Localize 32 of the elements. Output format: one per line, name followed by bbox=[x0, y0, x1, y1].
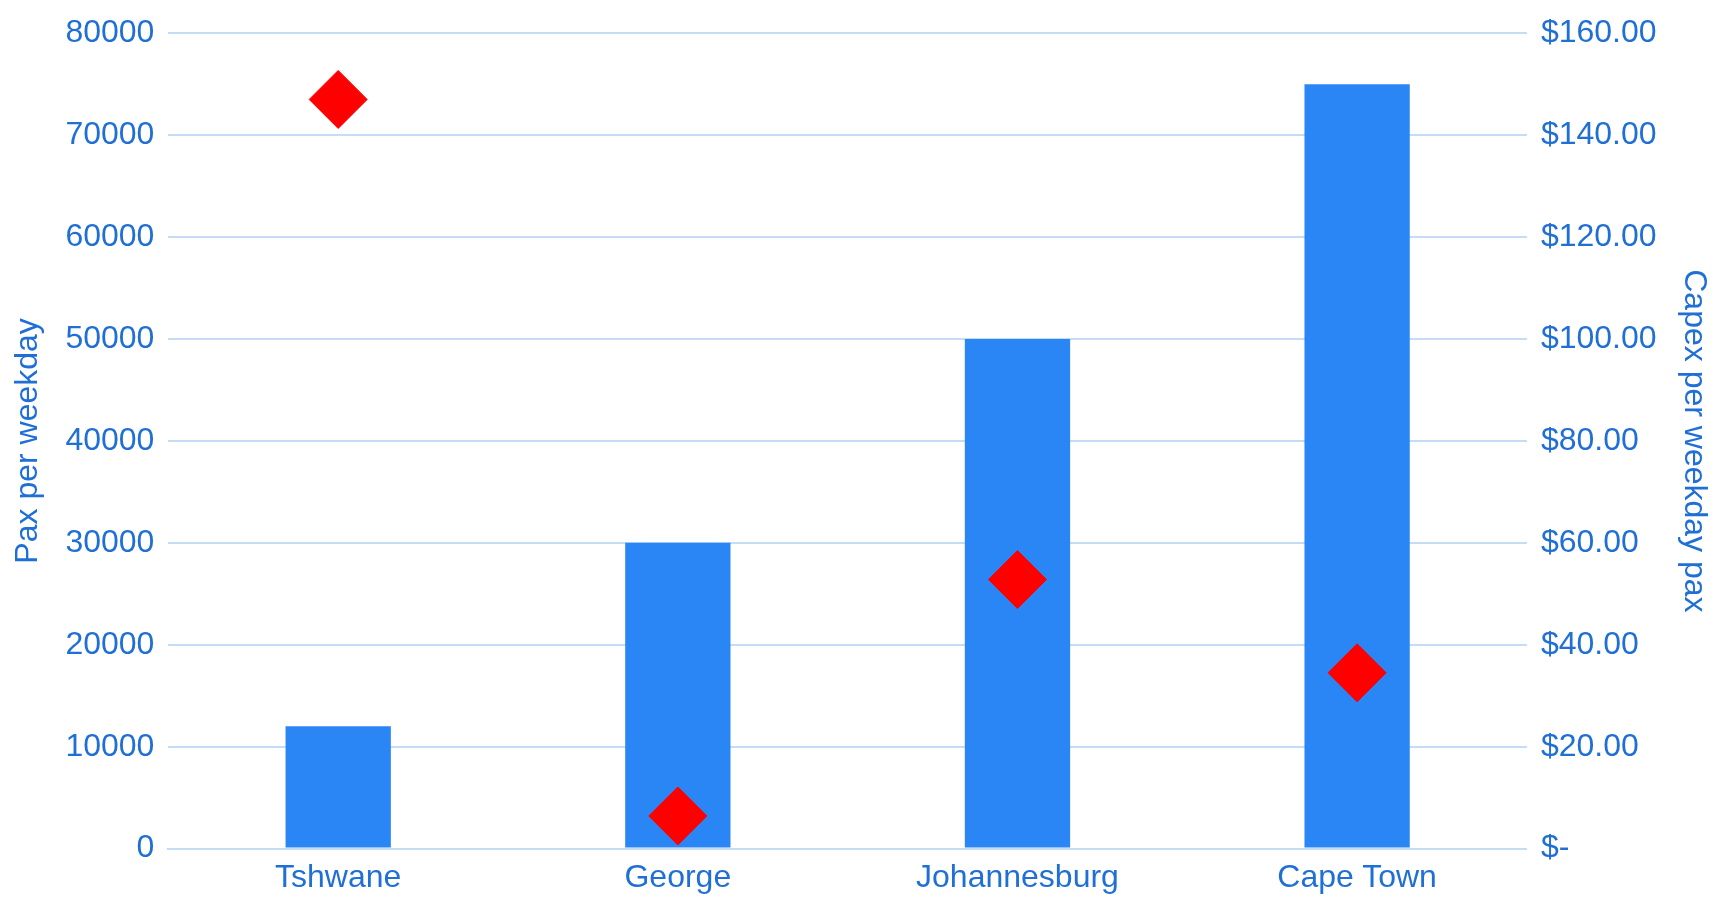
x-tick-label: Johannesburg bbox=[916, 857, 1119, 894]
y2-tick-label: $80.00 bbox=[1540, 420, 1639, 457]
y2-tick-label: $120.00 bbox=[1540, 216, 1657, 253]
bar bbox=[1304, 84, 1410, 848]
y2-tick-label: $40.00 bbox=[1540, 624, 1639, 661]
y-axis-title: Pax per weekday bbox=[8, 318, 45, 564]
y-tick-label: 20000 bbox=[65, 624, 155, 661]
bar bbox=[625, 542, 731, 848]
y2-tick-label: $20.00 bbox=[1540, 726, 1639, 763]
y-tick-label: 0 bbox=[136, 828, 155, 865]
bar bbox=[964, 338, 1071, 848]
y2-tick-label: $160.00 bbox=[1540, 13, 1657, 50]
y-tick-label: 70000 bbox=[65, 114, 155, 151]
y2-tick-label: $100.00 bbox=[1540, 318, 1657, 355]
x-tick-label: Tshwane bbox=[275, 857, 402, 894]
y2-tick-label: $- bbox=[1540, 828, 1570, 865]
y-tick-label: 30000 bbox=[65, 522, 155, 559]
x-tick-label: George bbox=[624, 857, 732, 894]
point bbox=[987, 550, 1047, 610]
y-tick-label: 40000 bbox=[65, 420, 155, 457]
point bbox=[308, 69, 368, 129]
y-tick-label: 60000 bbox=[65, 216, 155, 253]
y2-tick-label: $140.00 bbox=[1540, 114, 1657, 151]
y2-axis-title: Capex per weekday pax bbox=[1677, 269, 1714, 613]
bar bbox=[285, 726, 391, 848]
y-tick-label: 80000 bbox=[65, 13, 155, 50]
y-tick-label: 10000 bbox=[65, 726, 155, 763]
y2-tick-label: $60.00 bbox=[1540, 522, 1639, 559]
y-tick-label: 50000 bbox=[65, 318, 155, 355]
point bbox=[1327, 643, 1387, 703]
x-tick-label: Cape Town bbox=[1277, 857, 1437, 894]
point bbox=[648, 786, 708, 846]
